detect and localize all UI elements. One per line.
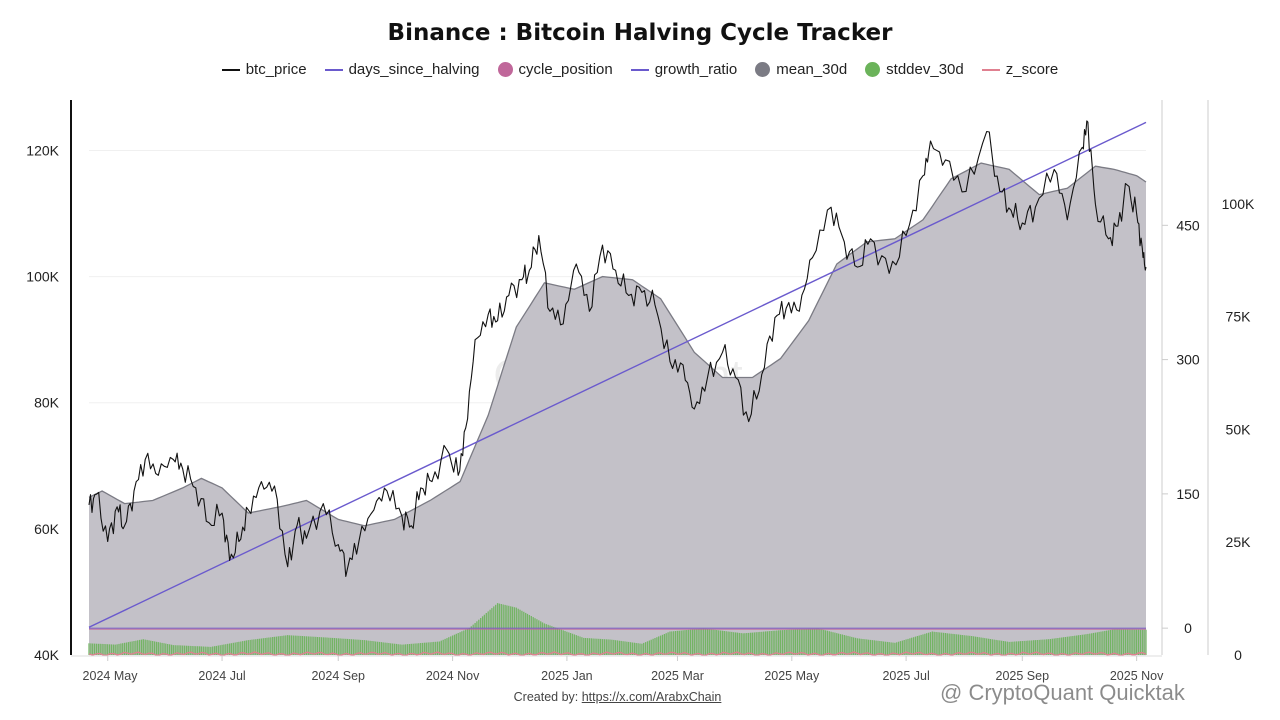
legend-swatch-z-score <box>981 68 1000 71</box>
credit-prefix: Created by: <box>513 690 582 704</box>
series-line-days-since-halving <box>88 121 1147 628</box>
legend-swatch-cycle-position <box>497 62 513 77</box>
y-right-tick-label: 0 <box>1234 647 1242 663</box>
legend-item-cycle-position[interactable]: cycle_position <box>497 61 613 78</box>
series-bars-stddev-30d <box>88 603 1147 655</box>
y-left-tick-label: 100K <box>26 269 59 285</box>
legend-item-days-since-halving[interactable]: days_since_halving <box>324 61 480 78</box>
x-tick-label: 2025 Mar <box>651 669 704 683</box>
legend-item-mean-30d[interactable]: mean_30d <box>755 61 847 78</box>
legend-label-stddev-30d: stddev_30d <box>886 61 964 78</box>
y-mid-tick-label: 300 <box>1176 352 1200 368</box>
credit-line: Created by: https://x.com/ArabxChain <box>0 690 1235 704</box>
legend-label-cycle-position: cycle_position <box>518 61 613 78</box>
x-tick-label: 2025 Jan <box>541 669 592 683</box>
x-tick-label: 2024 Jul <box>198 669 245 683</box>
legend-swatch-days-since-halving <box>324 68 343 71</box>
y-right-tick-label: 100K <box>1222 196 1255 212</box>
legend-item-growth-ratio[interactable]: growth_ratio <box>630 61 738 78</box>
y-right-tick-label: 25K <box>1226 534 1252 550</box>
y-mid-tick-label: 0 <box>1184 620 1192 636</box>
chart-legend: btc_price days_since_halving cycle_posit… <box>0 61 1280 78</box>
x-tick-label: 2024 Nov <box>426 669 480 683</box>
legend-item-z-score[interactable]: z_score <box>981 61 1059 78</box>
y-left-tick-label: 120K <box>26 142 59 158</box>
y-left-tick-label: 40K <box>34 647 60 663</box>
y-left-tick-label: 80K <box>34 395 60 411</box>
legend-label-growth-ratio: growth_ratio <box>654 61 738 78</box>
legend-swatch-mean-30d <box>755 62 771 77</box>
legend-item-btc-price[interactable]: btc_price <box>221 61 307 78</box>
series-area-mean-30d <box>89 163 1146 655</box>
legend-swatch-btc-price <box>221 68 240 71</box>
legend-swatch-stddev-30d <box>865 62 881 77</box>
credit-link[interactable]: https://x.com/ArabxChain <box>581 690 722 704</box>
y-right-tick-label: 75K <box>1226 309 1252 325</box>
x-tick-label: 2025 Sep <box>996 669 1050 683</box>
y-mid-tick-label: 450 <box>1176 217 1200 233</box>
y-right-tick-label: 50K <box>1226 421 1252 437</box>
series-line-z-score <box>88 651 1147 657</box>
y-mid-tick-label: 150 <box>1176 486 1200 502</box>
legend-swatch-growth-ratio <box>630 68 649 71</box>
x-tick-label: 2025 May <box>764 669 820 683</box>
series-line-btc-price <box>88 120 1147 577</box>
legend-label-mean-30d: mean_30d <box>776 61 848 78</box>
x-tick-label: 2024 Sep <box>311 669 365 683</box>
x-tick-label: 2025 Nov <box>1110 669 1164 683</box>
x-tick-label: 2024 May <box>83 669 139 683</box>
y-left-tick-label: 60K <box>34 521 60 537</box>
legend-label-btc-price: btc_price <box>245 61 307 78</box>
legend-label-days-since-halving: days_since_halving <box>348 61 480 78</box>
corner-watermark: @ CryptoQuant Quicktak <box>940 680 1185 705</box>
x-tick-label: 2025 Jul <box>882 669 929 683</box>
chart-title: Binance : Bitcoin Halving Cycle Tracker <box>387 20 893 46</box>
legend-item-stddev-30d[interactable]: stddev_30d <box>865 61 964 78</box>
legend-label-z-score: z_score <box>1005 61 1059 78</box>
